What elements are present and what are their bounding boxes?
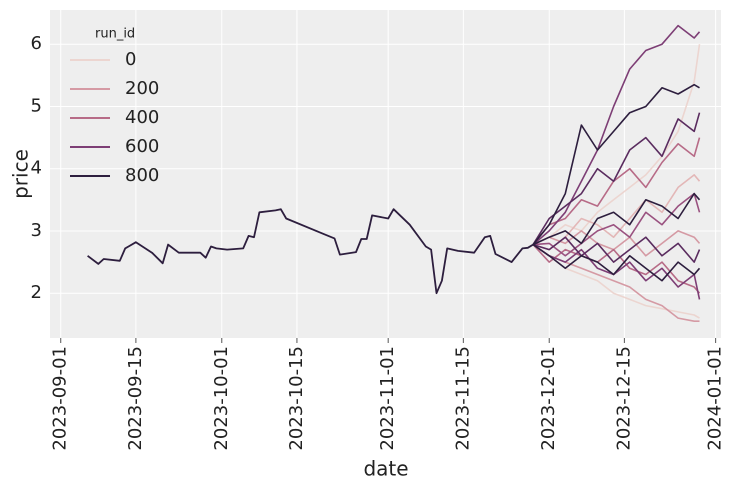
y-tick-label: 2 [31,282,42,303]
x-tick-label: 2023-11-15 [452,346,473,451]
y-tick-label: 6 [31,33,42,54]
forecast-line [532,44,701,246]
x-tick-label: 2023-10-01 [211,346,232,451]
y-tick-label: 3 [31,220,42,241]
forecast-line [532,112,701,246]
legend-label: 800 [125,165,159,186]
x-tick-label: 2023-12-01 [538,346,559,451]
y-tick-label: 4 [31,158,42,179]
legend-label: 0 [125,49,136,70]
forecast-line [532,83,700,246]
x-tick-label: 2023-09-01 [50,346,71,451]
forecast-line [532,243,701,282]
plot-area [50,10,721,338]
x-axis-label: date [363,457,408,481]
legend-label: 600 [125,136,159,157]
forecast-line [532,192,701,246]
forecast-line [532,243,701,300]
x-tick-label: 2024-01-01 [705,346,726,451]
x-tick-label: 2023-12-15 [613,346,634,451]
legend-title: run_id [95,27,135,42]
x-tick-label: 2023-11-01 [377,346,398,451]
forecast-line [532,236,701,263]
forecast-line [533,192,701,257]
forecast-line [532,24,701,246]
forecast-line [532,244,701,294]
legend-label: 200 [125,78,159,99]
y-axis-label: price [9,149,33,199]
forecast-line [532,137,701,246]
history-line [87,208,534,295]
legend-label: 400 [125,107,159,128]
x-tick-label: 2023-10-15 [286,346,307,451]
x-tick-label: 2023-09-15 [125,346,146,451]
y-tick-label: 5 [31,95,42,116]
forecast-line [532,230,701,257]
